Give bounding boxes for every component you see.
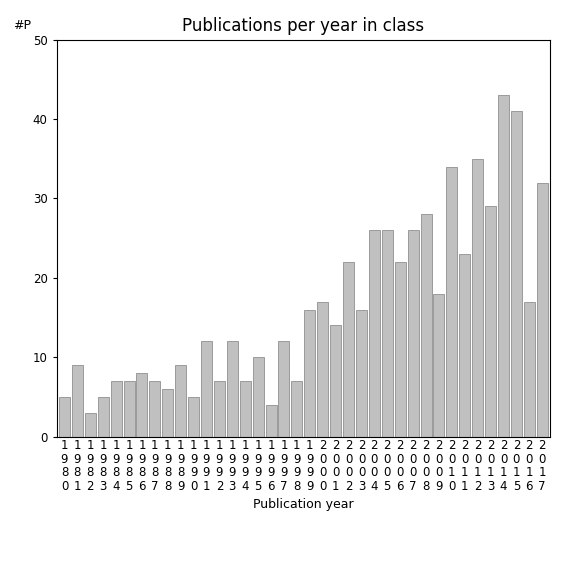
Bar	[498, 95, 509, 437]
Bar	[330, 325, 341, 437]
Bar	[291, 381, 302, 437]
Bar	[317, 302, 328, 437]
Bar	[59, 397, 70, 437]
Bar	[472, 159, 483, 437]
Bar	[421, 214, 431, 437]
Bar	[201, 341, 212, 437]
Title: Publications per year in class: Publications per year in class	[182, 18, 425, 35]
Bar	[98, 397, 109, 437]
Bar	[149, 381, 160, 437]
Bar	[278, 341, 290, 437]
Bar	[124, 381, 134, 437]
Bar	[433, 294, 445, 437]
Bar	[395, 262, 405, 437]
Bar	[356, 310, 367, 437]
Bar	[137, 373, 147, 437]
Bar	[369, 230, 380, 437]
Bar	[227, 341, 238, 437]
Bar	[162, 389, 174, 437]
Bar	[253, 357, 264, 437]
Bar	[343, 262, 354, 437]
Bar	[188, 397, 199, 437]
Bar	[524, 302, 535, 437]
Bar	[265, 405, 277, 437]
Bar	[537, 183, 548, 437]
Bar	[459, 254, 470, 437]
Bar	[111, 381, 121, 437]
Bar	[240, 381, 251, 437]
Bar	[382, 230, 393, 437]
Bar	[485, 206, 496, 437]
Y-axis label: #P: #P	[13, 19, 31, 32]
X-axis label: Publication year: Publication year	[253, 498, 354, 511]
Bar	[85, 413, 96, 437]
Bar	[511, 111, 522, 437]
Bar	[72, 365, 83, 437]
Bar	[446, 167, 458, 437]
Bar	[304, 310, 315, 437]
Bar	[408, 230, 418, 437]
Bar	[175, 365, 186, 437]
Bar	[214, 381, 225, 437]
